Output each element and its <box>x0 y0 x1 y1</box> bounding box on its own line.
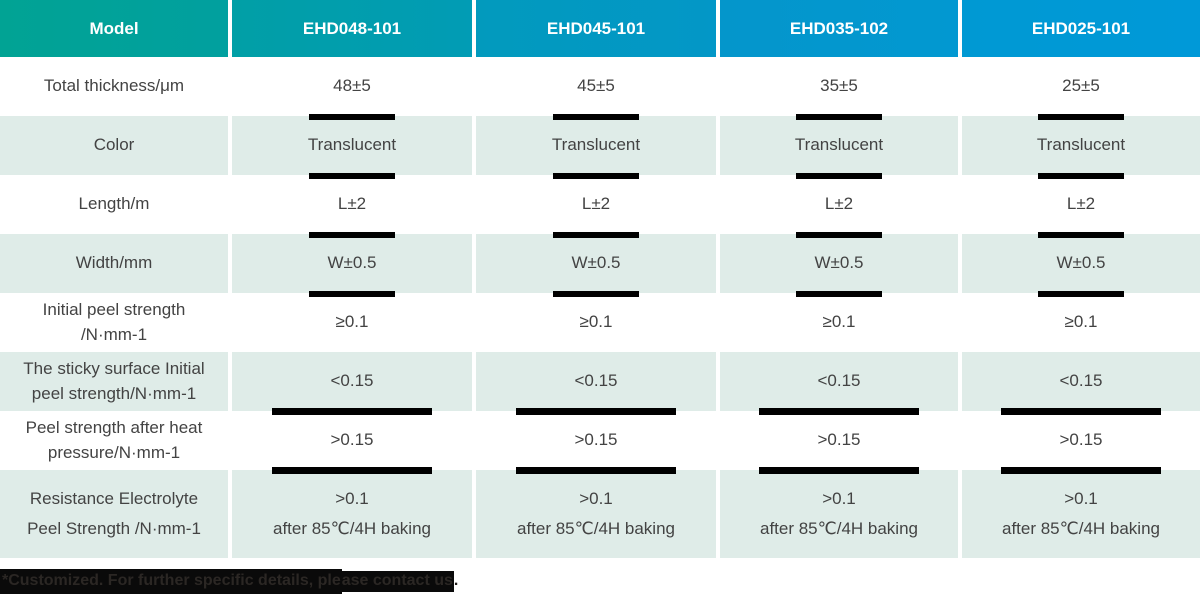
header-cell-model: Model <box>0 0 228 57</box>
spec-value: 35±5 <box>720 57 958 116</box>
spec-value: L±2 <box>476 175 716 234</box>
spec-value: ≥0.1 <box>335 312 369 332</box>
table-row-total-thickness: Total thickness/μm 48±5 45±5 35±5 25±5 <box>0 57 1200 116</box>
table-row-peel-strength-heat-pressure: Peel strength after heat pressure/N·mm-1… <box>0 411 1200 470</box>
spec-value: L±2 <box>962 175 1200 234</box>
table-row-color: Color Translucent Translucent Translucen… <box>0 116 1200 175</box>
header-cell-ehd045-101: EHD045-101 <box>476 0 716 57</box>
footnote-period: . <box>453 572 459 589</box>
spec-value: L±2 <box>232 175 472 234</box>
spec-value: 45±5 <box>476 57 716 116</box>
spec-value: ≥0.1 <box>579 312 613 332</box>
spec-value: Translucent <box>232 116 472 175</box>
spec-value: Translucent <box>476 116 716 175</box>
row-label: Peel strength after heat pressure/N·mm-1 <box>25 417 203 462</box>
spec-value: >0.15 <box>232 411 472 470</box>
spec-value: ≥0.1 <box>1064 312 1098 332</box>
spec-value: W±0.5 <box>232 234 472 293</box>
footnote-highlighted-contact-us: ase contact us <box>341 571 454 592</box>
row-label: The sticky surface Initial peel strength… <box>0 352 228 411</box>
spec-value: >0.15 <box>962 411 1200 470</box>
spec-value: W±0.5 <box>720 234 958 293</box>
header-cell-ehd035-102: EHD035-102 <box>720 0 958 57</box>
spec-value: Translucent <box>720 116 958 175</box>
row-label: Initial peel strength /N·mm-1 <box>42 299 186 344</box>
spec-value: >0.15 <box>720 411 958 470</box>
header-cell-ehd048-101: EHD048-101 <box>232 0 472 57</box>
table-row-initial-peel-strength: Initial peel strength /N·mm-1 ≥0.1 ≥0.1 … <box>0 293 1200 352</box>
spec-value: >0.15 <box>476 411 716 470</box>
header-cell-ehd025-101: EHD025-101 <box>962 0 1200 57</box>
row-label: Total thickness/μm <box>43 76 185 96</box>
spec-value: 25±5 <box>962 57 1200 116</box>
row-label: Width/mm <box>0 234 228 293</box>
spec-value: 48±5 <box>232 57 472 116</box>
table-row-resistance-electrolyte: Resistance Electrolyte Peel Strength /N·… <box>0 470 1200 558</box>
spec-value: <0.15 <box>232 352 472 411</box>
spec-value: <0.15 <box>476 352 716 411</box>
spec-value: >0.1 after 85℃/4H baking <box>962 470 1200 558</box>
row-label: Resistance Electrolyte Peel Strength /N·… <box>0 470 228 558</box>
customized-footnote: *Customized. For further specific detail… <box>0 569 458 594</box>
spec-value: W±0.5 <box>962 234 1200 293</box>
spec-value: <0.15 <box>962 352 1200 411</box>
spec-value: >0.1 after 85℃/4H baking <box>720 470 958 558</box>
spec-value: >0.1 after 85℃/4H baking <box>476 470 716 558</box>
table-row-width: Width/mm W±0.5 W±0.5 W±0.5 W±0.5 <box>0 234 1200 293</box>
footnote-highlighted-text: *Customized. For further specific detail… <box>0 569 342 594</box>
table-header-row: Model EHD048-101 EHD045-101 EHD035-102 E… <box>0 0 1200 57</box>
spec-value: W±0.5 <box>476 234 716 293</box>
table-row-length: Length/m L±2 L±2 L±2 L±2 <box>0 175 1200 234</box>
row-label: Length/m <box>78 194 150 214</box>
spec-value: <0.15 <box>720 352 958 411</box>
spec-value: >0.1 after 85℃/4H baking <box>232 470 472 558</box>
spec-value: L±2 <box>720 175 958 234</box>
spec-value: ≥0.1 <box>822 312 856 332</box>
row-label: Color <box>0 116 228 175</box>
spec-table: Model EHD048-101 EHD045-101 EHD035-102 E… <box>0 0 1200 558</box>
spec-value: Translucent <box>962 116 1200 175</box>
table-row-sticky-surface-peel-strength: The sticky surface Initial peel strength… <box>0 352 1200 411</box>
